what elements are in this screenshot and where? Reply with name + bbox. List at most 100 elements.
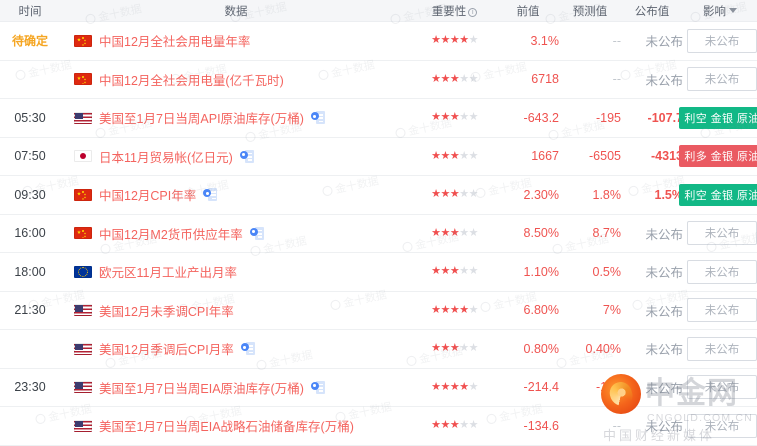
cell-event[interactable]: 美国至1月7日当周EIA战略石油储备库存(万桶) (60, 416, 412, 435)
star-filled-icon: ★ (431, 265, 441, 278)
star-filled-icon: ★ (440, 303, 450, 316)
column-header-forecast[interactable]: 预测值 (572, 5, 608, 18)
star-empty-icon: ★ (468, 111, 479, 124)
star-filled-icon: ★ (459, 34, 469, 47)
event-name[interactable]: 美国至1月7日当周API原油库存(万桶) (99, 112, 304, 127)
star-filled-icon: ★ (431, 380, 441, 393)
unpublished-button[interactable]: 未公布 (687, 336, 757, 361)
star-empty-icon: ★ (459, 342, 469, 355)
table-row[interactable]: 23:30 美国至1月7日当周EIA原油库存(万桶) ★ ★ ★ ★ ★ -214.4 -195… (0, 368, 757, 407)
impact-badge[interactable]: 利多 金银 原油 (679, 145, 757, 168)
document-chart-icon[interactable] (239, 149, 254, 163)
table-row[interactable]: 21:30 美国12月未季调CPI年率 ★ ★ ★ ★ ★ 6.80% 7% 未公布 未公布 (0, 291, 757, 330)
unpublished-button[interactable]: 未公布 (687, 67, 757, 92)
cell-importance: ★ ★ ★ ★ ★ (412, 343, 497, 354)
cell-event[interactable]: 中国12月M2货币供应年率 (60, 224, 412, 243)
table-row[interactable]: 美国至1月7日当周EIA战略石油储备库存(万桶) ★ ★ ★ ★ ★ -134.6 -- 未公布… (0, 407, 757, 446)
column-header-importance[interactable]: 重要性 i (412, 3, 497, 19)
unpublished-button[interactable]: 未公布 (687, 28, 757, 53)
cell-effect: 利多 金银 原油 (679, 145, 757, 168)
cell-forecast: -195 (595, 110, 621, 125)
event-name[interactable]: 美国至1月7日当周EIA原油库存(万桶) (99, 381, 304, 396)
event-name[interactable]: 美国12月季调后CPI月率 (99, 343, 234, 358)
event-name[interactable]: 中国12月M2货币供应年率 (99, 227, 243, 242)
table-row[interactable]: 09:30 中国12月CPI年率 ★ ★ ★ ★ ★ 2.30% 1.8% 1.5% 利空 金银 原… (0, 176, 757, 215)
impact-badge[interactable]: 利空 金银 原油 (679, 106, 757, 129)
cell-importance: ★ ★ ★ ★ ★ (412, 72, 497, 85)
star-empty-icon: ★ (459, 265, 469, 278)
unpublished-button[interactable]: 未公布 (687, 413, 757, 438)
table-body: 待确定 中国12月全社会用电量年率 ★ ★ ★ ★ ★ 3.1% -- 未公布 未公布 中国12月全社… (0, 22, 757, 446)
document-chart-icon[interactable] (249, 226, 264, 240)
cell-forecast: 8.7% (592, 226, 622, 241)
star-filled-icon: ★ (449, 34, 460, 47)
star-filled-icon: ★ (440, 419, 450, 432)
info-icon[interactable]: i (468, 7, 478, 17)
flag-icon-cn (74, 34, 92, 47)
column-header-previous[interactable]: 前值 (516, 5, 540, 18)
star-empty-icon: ★ (459, 149, 469, 162)
cell-event[interactable]: 中国12月全社会用电量(亿千瓦时) (60, 70, 412, 89)
cell-forecast: 0.5% (592, 264, 622, 279)
cell-event[interactable]: 日本11月贸易帐(亿日元) (60, 147, 412, 166)
cell-event[interactable]: 美国至1月7日当周API原油库存(万桶) (60, 108, 412, 127)
cell-importance: ★ ★ ★ ★ ★ (412, 112, 497, 123)
event-name[interactable]: 中国12月全社会用电量(亿千瓦时) (99, 73, 284, 88)
table-row[interactable]: 18:00 欧元区11月工业产出月率 ★ ★ ★ ★ ★ 1.10% 0.5% 未公布 未公布 (0, 253, 757, 292)
document-chart-icon[interactable] (240, 342, 255, 356)
cell-event[interactable]: 美国12月未季调CPI年率 (60, 301, 412, 320)
table-row[interactable]: 待确定 中国12月全社会用电量年率 ★ ★ ★ ★ ★ 3.1% -- 未公布 未公布 (0, 22, 757, 61)
column-header-effect-label: 影响 (703, 5, 726, 18)
cell-event[interactable]: 中国12月CPI年率 (60, 185, 412, 204)
cell-published: -107.7 (647, 110, 683, 125)
column-header-time[interactable]: 时间 (18, 5, 42, 18)
star-filled-icon: ★ (440, 265, 450, 278)
star-filled-icon: ★ (431, 72, 441, 85)
document-chart-icon[interactable] (310, 111, 325, 125)
cell-event[interactable]: 美国至1月7日当周EIA原油库存(万桶) (60, 378, 412, 397)
column-header-data[interactable]: 数据 (224, 5, 248, 18)
event-name[interactable]: 日本11月贸易帐(亿日元) (99, 150, 233, 165)
table-row[interactable]: 美国12月季调后CPI月率 ★ ★ ★ ★ ★ 0.80% 0.40% 未公布 未公布 (0, 330, 757, 369)
chevron-down-icon[interactable] (729, 7, 737, 13)
star-filled-icon: ★ (449, 111, 460, 124)
unpublished-button[interactable]: 未公布 (687, 375, 757, 400)
cell-forecast: -- (612, 72, 621, 87)
cell-event[interactable]: 中国12月全社会用电量年率 (60, 31, 412, 50)
impact-badge[interactable]: 利空 金银 原油 (679, 183, 757, 206)
event-name[interactable]: 中国12月全社会用电量年率 (99, 35, 251, 50)
unpublished-button[interactable]: 未公布 (687, 298, 757, 323)
cell-event[interactable]: 美国12月季调后CPI月率 (60, 339, 412, 358)
cell-event[interactable]: 欧元区11月工业产出月率 (60, 262, 412, 281)
table-row[interactable]: 中国12月全社会用电量(亿千瓦时) ★ ★ ★ ★ ★ 6718 -- 未公布 未公布 (0, 60, 757, 99)
star-empty-icon: ★ (459, 111, 469, 124)
cell-time: 16:00 (14, 226, 46, 241)
cell-importance: ★ ★ ★ ★ ★ (412, 189, 497, 200)
star-empty-icon: ★ (468, 342, 479, 355)
event-name[interactable]: 欧元区11月工业产出月率 (99, 266, 237, 281)
cell-previous: -134.6 (523, 418, 559, 433)
document-chart-icon[interactable] (310, 380, 325, 394)
document-chart-icon[interactable] (203, 188, 218, 202)
cell-published: 未公布 (645, 73, 683, 88)
table-row[interactable]: 16:00 中国12月M2货币供应年率 ★ ★ ★ ★ ★ 8.50% 8.7% 未公布 未公布 (0, 214, 757, 253)
unpublished-button[interactable]: 未公布 (687, 221, 757, 246)
cell-previous: 3.1% (530, 33, 560, 48)
event-name[interactable]: 中国12月CPI年率 (99, 189, 197, 204)
cell-effect: 未公布 (683, 298, 757, 323)
table-row[interactable]: 05:30 美国至1月7日当周API原油库存(万桶) ★ ★ ★ ★ ★ -643.2 -195… (0, 99, 757, 138)
star-filled-icon: ★ (459, 380, 469, 393)
cell-time: 23:30 (14, 380, 46, 395)
unpublished-button[interactable]: 未公布 (687, 259, 757, 284)
column-header-published[interactable]: 公布值 (634, 5, 670, 18)
cell-time: 05:30 (14, 110, 46, 125)
cell-published: 未公布 (645, 343, 683, 358)
cell-previous: 8.50% (523, 226, 559, 241)
event-name[interactable]: 美国至1月7日当周EIA战略石油储备库存(万桶) (99, 420, 354, 435)
table-row[interactable]: 07:50 日本11月贸易帐(亿日元) ★ ★ ★ ★ ★ 1667 -6505 -4313 利多 … (0, 137, 757, 176)
column-header-effect[interactable]: 影响 (683, 3, 757, 19)
star-empty-icon: ★ (459, 419, 469, 432)
cell-importance: ★ ★ ★ ★ ★ (412, 266, 497, 277)
event-name[interactable]: 美国12月未季调CPI年率 (99, 304, 234, 319)
star-empty-icon: ★ (468, 149, 479, 162)
